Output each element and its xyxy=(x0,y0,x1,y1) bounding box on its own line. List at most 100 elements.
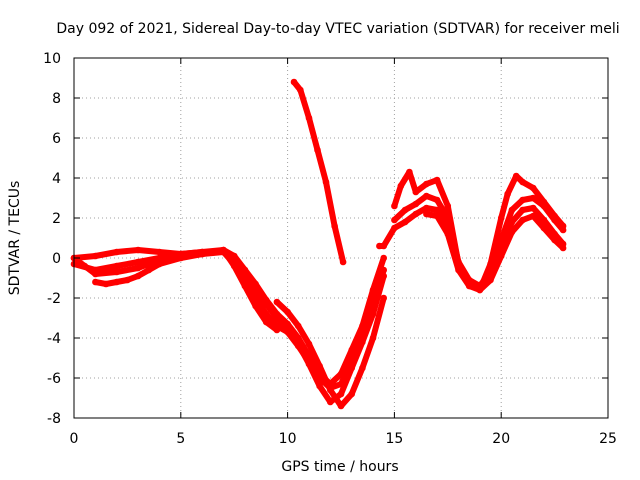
x-tick-label: 15 xyxy=(385,431,403,447)
data-point xyxy=(504,190,511,198)
data-point xyxy=(113,278,120,286)
data-point xyxy=(113,262,120,270)
data-point xyxy=(497,252,505,260)
plot-frame xyxy=(73,57,609,419)
data-point xyxy=(401,218,409,226)
data-point xyxy=(331,222,338,230)
series-track-9 xyxy=(391,169,567,293)
data-point xyxy=(305,352,313,360)
data-point xyxy=(305,340,313,348)
data-point xyxy=(433,196,441,204)
data-point xyxy=(295,334,302,342)
data-point xyxy=(230,262,238,270)
y-tick-label: 4 xyxy=(52,171,61,187)
data-point xyxy=(412,210,420,218)
data-point xyxy=(551,212,558,220)
data-point xyxy=(327,398,334,406)
data-point xyxy=(156,260,163,268)
data-point xyxy=(92,278,99,286)
data-point xyxy=(551,236,558,244)
y-tick-label: 10 xyxy=(43,51,61,67)
data-point xyxy=(134,258,142,266)
x-tick-label: 5 xyxy=(176,431,185,447)
data-point xyxy=(559,244,567,252)
data-point xyxy=(559,222,567,230)
data-point xyxy=(512,172,520,180)
data-point xyxy=(273,326,281,334)
data-point xyxy=(540,198,548,206)
data-point xyxy=(487,276,494,284)
data-point xyxy=(134,264,142,272)
data-point xyxy=(295,322,302,330)
tick-layer: 0 5 10 15 20 25 -8 -6 -4 -2 0 2 4 6 8 10 xyxy=(43,51,617,447)
data-point xyxy=(519,178,526,186)
y-tick-label: -2 xyxy=(47,291,61,307)
data-point xyxy=(465,282,473,290)
data-point xyxy=(433,176,441,184)
data-point xyxy=(113,248,120,256)
y-tick-label: -8 xyxy=(47,411,61,427)
data-point xyxy=(337,390,345,398)
data-point xyxy=(369,334,377,342)
data-point xyxy=(508,206,516,214)
data-point xyxy=(487,260,494,268)
data-point xyxy=(305,114,313,122)
data-point xyxy=(348,390,356,398)
data-point xyxy=(391,216,398,224)
data-point xyxy=(284,320,291,328)
data-point xyxy=(314,146,321,154)
data-point xyxy=(359,322,366,330)
data-point xyxy=(316,382,323,390)
data-point xyxy=(92,270,99,278)
data-point xyxy=(348,346,356,354)
data-point xyxy=(476,286,484,294)
data-point xyxy=(519,206,526,214)
data-point xyxy=(337,402,345,410)
data-point xyxy=(145,266,153,274)
data-point xyxy=(519,216,526,224)
data-point xyxy=(327,386,334,394)
data-point xyxy=(252,280,259,288)
data-point xyxy=(529,194,537,202)
data-point xyxy=(339,258,347,266)
grid-layer xyxy=(74,58,608,418)
data-point xyxy=(241,266,249,274)
data-point xyxy=(102,280,110,288)
data-point xyxy=(455,266,462,274)
data-point xyxy=(220,246,227,254)
data-point xyxy=(401,206,409,214)
data-point xyxy=(519,196,526,204)
data-point xyxy=(92,252,99,260)
data-point xyxy=(113,268,120,276)
data-point xyxy=(508,228,516,236)
data-point xyxy=(433,212,441,220)
data-point xyxy=(423,210,430,218)
data-point xyxy=(529,184,537,192)
data-point xyxy=(540,224,548,232)
data-point xyxy=(380,254,388,262)
y-tick-label: 8 xyxy=(52,91,61,107)
data-point xyxy=(273,298,281,306)
data-point xyxy=(423,192,430,200)
data-point xyxy=(81,262,88,270)
chart-title: Day 092 of 2021, Sidereal Day-to-day VTE… xyxy=(56,21,619,37)
data-point xyxy=(252,302,259,310)
data-point xyxy=(380,242,388,250)
data-point xyxy=(337,380,345,388)
data-point xyxy=(423,180,430,188)
data-point xyxy=(322,178,330,186)
data-point xyxy=(241,282,249,290)
y-tick-label: 6 xyxy=(52,131,61,147)
data-point xyxy=(177,254,185,262)
data-point xyxy=(198,250,206,258)
data-point xyxy=(397,182,405,190)
data-layer xyxy=(70,78,567,410)
data-point xyxy=(529,212,537,220)
x-axis-label: GPS time / hours xyxy=(281,459,398,475)
data-point xyxy=(497,214,505,222)
data-point xyxy=(406,168,413,176)
data-point xyxy=(359,364,366,372)
data-point xyxy=(529,204,537,212)
data-point xyxy=(156,248,163,256)
data-point xyxy=(284,308,291,316)
